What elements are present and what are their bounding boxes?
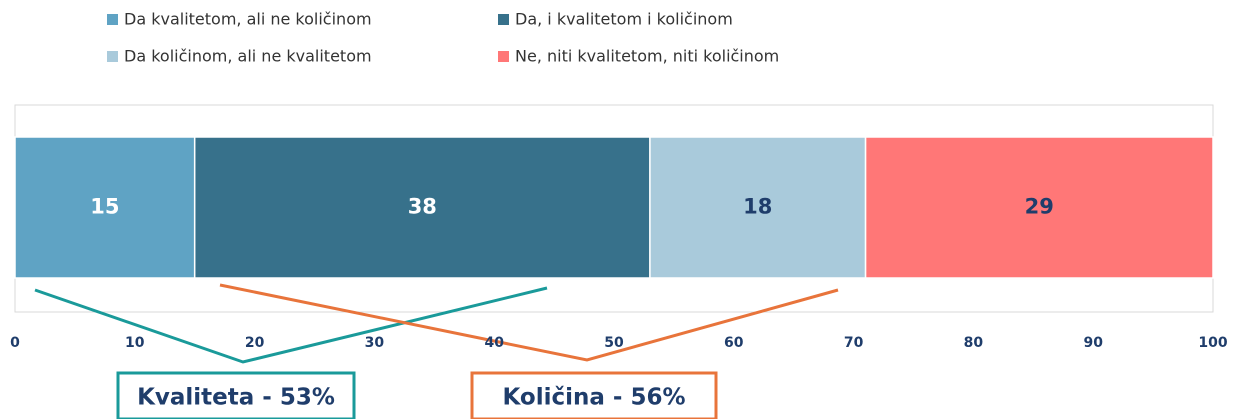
annotation: Količina - 56% xyxy=(502,385,685,411)
data-label: 29 xyxy=(1025,195,1054,219)
annotation: Kvaliteta - 53% xyxy=(137,385,335,411)
x-tick-label: 100 xyxy=(1198,335,1227,351)
legend-swatch xyxy=(498,51,509,62)
annotation-box xyxy=(470,371,718,419)
x-tick-label: 10 xyxy=(125,335,145,351)
legend-swatch xyxy=(107,14,118,25)
x-tick-label: 30 xyxy=(365,335,385,351)
bar-segment xyxy=(14,136,196,279)
annotation-box xyxy=(116,371,356,419)
x-tick-label: 80 xyxy=(964,335,984,351)
legend-label: Da količinom, ali ne kvalitetom xyxy=(124,47,372,66)
x-tick-label: 50 xyxy=(604,335,624,351)
bar-segment xyxy=(193,136,651,279)
bracket-quantity xyxy=(219,283,839,362)
data-label: 15 xyxy=(90,195,119,219)
x-tick-label: 0 xyxy=(10,335,20,351)
x-tick-label: 40 xyxy=(484,335,504,351)
data-label: 18 xyxy=(743,195,772,219)
x-tick-label: 20 xyxy=(245,335,265,351)
legend-label: Ne, niti kvalitetom, niti količinom xyxy=(515,47,779,66)
bar-segment xyxy=(864,136,1214,279)
legend-label: Da, i kvalitetom i količinom xyxy=(515,10,733,29)
data-label: 38 xyxy=(408,195,437,219)
legend-label: Da kvalitetom, ali ne količinom xyxy=(124,10,372,29)
legend-swatch xyxy=(498,14,509,25)
legend-swatch xyxy=(107,51,118,62)
bracket-quality xyxy=(34,286,548,364)
x-tick-label: 70 xyxy=(844,335,864,351)
x-tick-label: 60 xyxy=(724,335,744,351)
x-tick-label: 90 xyxy=(1083,335,1103,351)
